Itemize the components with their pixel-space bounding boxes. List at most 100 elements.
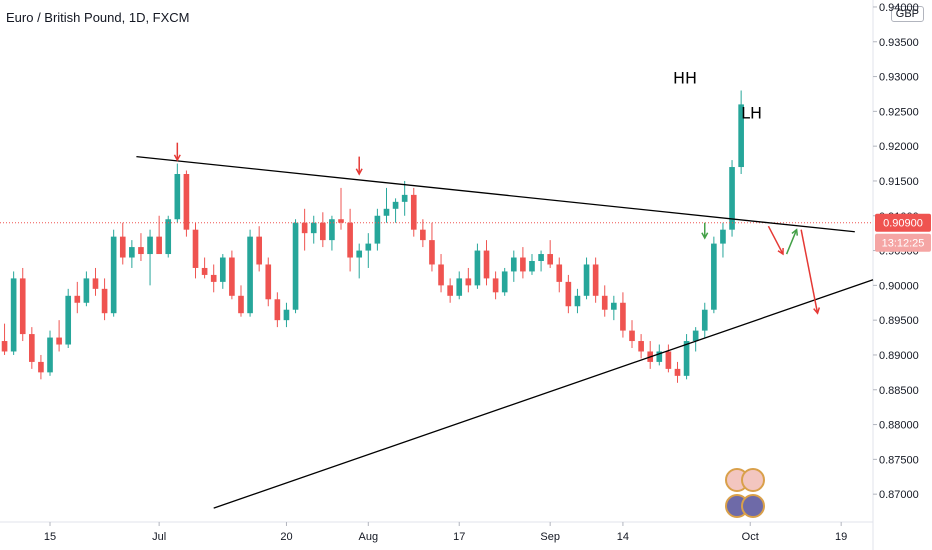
- candle-body: [110, 236, 117, 314]
- candle-body: [310, 222, 317, 234]
- candle-body: [683, 341, 690, 376]
- price-tick-label: 0.89000: [879, 350, 919, 362]
- candle-body: [410, 194, 417, 230]
- retest-arrow-head: [791, 228, 799, 236]
- candle-body: [347, 222, 353, 258]
- time-tick-label: 20: [280, 531, 292, 543]
- candle-body: [383, 208, 390, 216]
- candle-body: [47, 337, 53, 373]
- drop-arrow-2: [800, 229, 819, 314]
- candle-body: [138, 247, 144, 255]
- candle-body: [711, 243, 717, 310]
- candle-body: [665, 351, 672, 369]
- candle-body: [429, 240, 435, 265]
- grid: [0, 0, 874, 550]
- candle-body: [183, 174, 190, 230]
- candle-body: [92, 278, 99, 289]
- retest-arrow: [785, 229, 798, 255]
- candle-body: [301, 222, 308, 234]
- price-tick-label: 0.90000: [879, 280, 919, 292]
- candle-body: [529, 261, 535, 272]
- time-tick-label: 14: [617, 531, 629, 543]
- up-arrow-head: [701, 232, 709, 240]
- candle-body: [556, 264, 563, 282]
- candle-body: [583, 264, 590, 296]
- candle-body: [201, 267, 208, 275]
- price-tick-label: 0.93000: [879, 72, 919, 84]
- candle-body: [365, 243, 372, 251]
- candle-body: [656, 351, 663, 362]
- candle-body: [720, 229, 726, 244]
- resistance-trendline: [136, 155, 855, 233]
- candle-body: [65, 295, 72, 345]
- candle-body: [692, 330, 699, 342]
- candle-body: [738, 104, 744, 168]
- price-tick-label: 0.88500: [879, 385, 919, 397]
- candle-body: [83, 278, 90, 303]
- candle-body: [501, 271, 508, 293]
- price-tick-label: 0.89500: [879, 315, 919, 327]
- candle-body: [274, 299, 281, 321]
- candle-body: [674, 368, 681, 376]
- candle-body: [565, 281, 572, 307]
- candle-body: [292, 222, 299, 310]
- currency-badge[interactable]: GBP: [890, 6, 924, 22]
- support-trendline: [213, 279, 874, 509]
- candle-body: [547, 254, 553, 265]
- candle-body: [510, 257, 517, 272]
- logo-circle: [741, 468, 765, 492]
- price-axis[interactable]: 0.94000 0.93500 0.93000 0.92500 0.92000 0.915…: [873, 2, 931, 501]
- time-axis[interactable]: 15 Jul 20 Aug 17 Sep 14 Oct 19: [44, 522, 847, 543]
- candle-body: [19, 278, 26, 335]
- candle-body: [611, 302, 617, 310]
- candle-body: [10, 278, 17, 352]
- candle-body: [219, 257, 226, 282]
- candle-body: [192, 229, 199, 268]
- chart-title: Euro / British Pound, 1D, FXCM: [6, 10, 190, 25]
- candle-body: [119, 236, 126, 258]
- price-tick-label: 0.87000: [879, 489, 919, 501]
- candle-body: [101, 288, 108, 314]
- candle-body: [356, 250, 363, 258]
- down-arrow-1-head: [173, 154, 181, 162]
- down-arrow-2-head: [355, 168, 363, 176]
- price-tick-label: 0.87500: [879, 454, 919, 466]
- candle-body: [329, 219, 335, 241]
- candle-body: [129, 247, 135, 258]
- candle-body: [538, 254, 544, 261]
- candle-body: [210, 274, 217, 282]
- drop-arrow-1: [767, 225, 784, 255]
- candle-body: [392, 201, 399, 209]
- candle-body: [483, 250, 490, 279]
- candle-body: [29, 334, 35, 362]
- candle-body: [338, 219, 344, 223]
- annotation-hh: HH: [673, 69, 697, 88]
- candle-body: [420, 229, 426, 241]
- candle-body: [174, 174, 181, 220]
- candle-body: [638, 341, 644, 352]
- time-tick-label: Aug: [359, 531, 379, 543]
- drop-arrow-2-head: [813, 307, 821, 315]
- countdown-tag: [875, 233, 931, 252]
- candle-body: [238, 295, 244, 314]
- candle-body: [247, 236, 253, 314]
- last-price-tag: [875, 213, 931, 232]
- time-tick-label: 17: [453, 531, 465, 543]
- candles: [1, 90, 744, 383]
- price-tick-label: 0.92500: [879, 106, 919, 118]
- candle-body: [492, 278, 499, 293]
- last-price-value: 0.90900: [883, 218, 923, 230]
- drop-arrow-1-head: [777, 248, 784, 256]
- price-tick-label: 0.88000: [879, 420, 919, 432]
- time-tick-label: Jul: [152, 531, 166, 543]
- candle-body: [447, 285, 453, 296]
- drawings: HH LH: [0, 69, 874, 518]
- price-tick-label: 0.93500: [879, 37, 919, 49]
- candle-body: [729, 167, 735, 230]
- candle-body: [156, 236, 162, 255]
- candle-body: [320, 222, 326, 241]
- annotation-lh: LH: [741, 103, 762, 122]
- price-tick-label: 0.91500: [879, 176, 919, 188]
- candle-body: [165, 219, 172, 255]
